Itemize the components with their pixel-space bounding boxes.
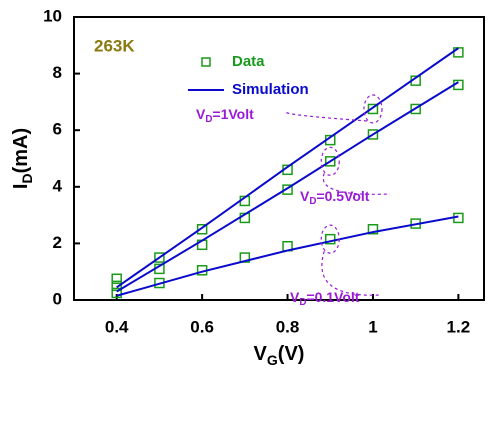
data-point [111,273,122,285]
legend-label: Data [232,53,265,70]
x-tick-label: 0.4 [105,317,129,336]
y-tick-label: 10 [43,6,62,25]
annotation-arrow [285,111,368,122]
curve-label-rest: =0.5Volt [316,188,369,204]
y-tick-label: 8 [53,63,62,82]
y-tick-label: 0 [53,289,62,308]
curve-label: VD=0.5Volt [300,188,370,207]
curve-label-sub: D [299,297,306,308]
highlight-ellipse [363,94,383,124]
simulation-line [116,215,459,297]
curve-label: VD=1Volt [196,106,254,125]
data-point [196,224,208,235]
curve-label: VD=0.1Volt [290,289,360,308]
curve-label-sub: D [309,196,316,207]
curve-label-sub: D [205,114,212,125]
legend-marker [201,57,211,67]
x-axis-label: VG(V) [254,343,305,367]
y-tick-label: 2 [53,233,62,252]
x-tick-label: 1.2 [447,317,471,336]
highlight-ellipse [320,224,340,254]
x-tick-label: 1 [368,317,377,336]
legend-label: Simulation [232,81,309,98]
annotation: 263K [94,36,135,55]
data-point [367,224,379,235]
x-axis-label-main: V [254,343,268,365]
annotation-arrow [321,250,381,296]
y-axis-label-main: I [10,184,32,190]
data-point [367,103,379,115]
data-point [325,233,336,245]
x-tick-label: 0.6 [190,317,214,336]
x-axis-label-rest: (V) [278,343,305,365]
data-point [325,156,336,167]
data-point [154,252,165,263]
curve-label-main: V [196,106,206,122]
curve-label-main: V [300,188,310,204]
data-point [410,103,421,115]
data-point [111,287,122,299]
y-tick-label: 6 [53,120,62,139]
y-axis-label-rest: (mA) [10,128,32,174]
simulation-line [116,47,459,289]
simulation-line [116,81,459,293]
x-axis-label-sub: G [267,352,278,368]
curve-label-rest: =1Volt [212,106,254,122]
y-axis-label-sub: D [19,173,35,183]
data-point [367,129,379,140]
plot-frame [73,16,485,301]
highlight-ellipse [320,146,340,176]
curve-label-main: V [290,289,300,305]
data-point [282,184,293,195]
curve-label-rest: =0.1Volt [306,289,359,305]
x-tick-label: 0.8 [276,317,300,336]
y-axis-label: ID(mA) [10,128,34,189]
y-tick-label: 4 [53,176,63,195]
